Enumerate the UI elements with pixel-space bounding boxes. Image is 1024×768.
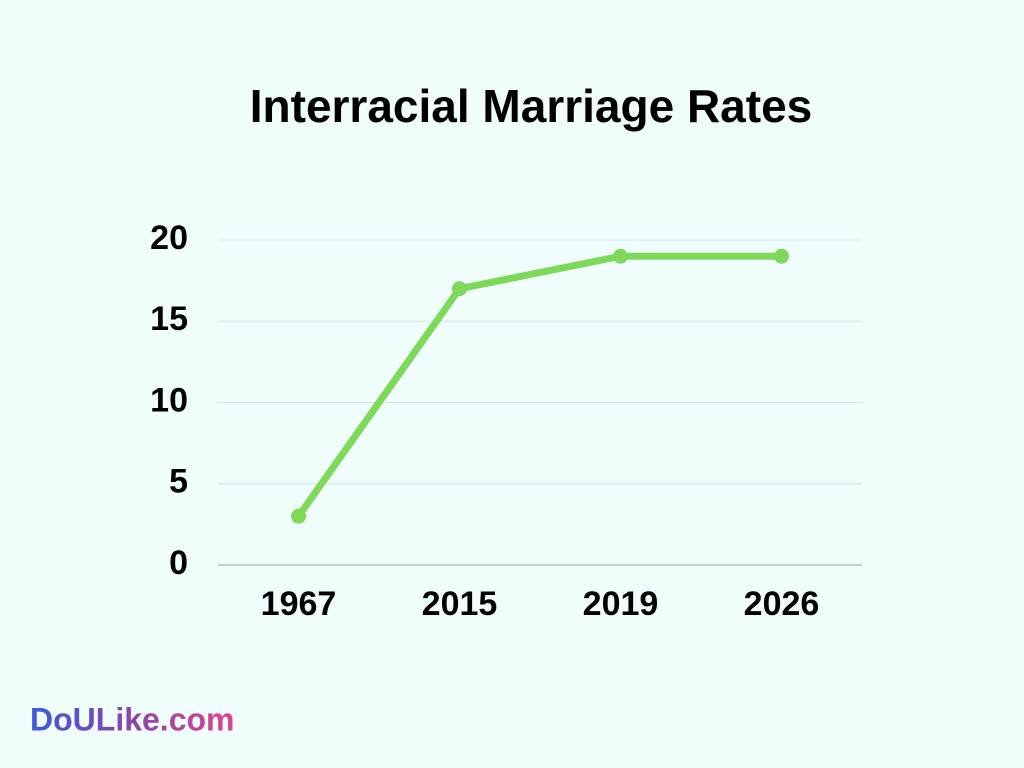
x-tick-label: 1967	[261, 585, 337, 623]
y-tick-label: 0	[169, 544, 188, 582]
line	[295, 252, 785, 520]
x-tick-label: 2015	[422, 585, 498, 623]
x-tick-label: 2019	[583, 585, 659, 623]
watermark: DoULike.com	[30, 701, 234, 737]
point	[452, 281, 467, 297]
y-tick-label: 5	[169, 463, 188, 501]
y-tick-label: 10	[150, 381, 188, 419]
point	[774, 248, 789, 264]
y-tick-label: 15	[150, 300, 188, 338]
x-tick-label: 2026	[744, 585, 820, 623]
point	[291, 508, 306, 524]
point	[613, 248, 628, 264]
y-tick-label: 20	[150, 219, 188, 257]
chart-title: Interracial Marriage Rates	[250, 80, 813, 132]
